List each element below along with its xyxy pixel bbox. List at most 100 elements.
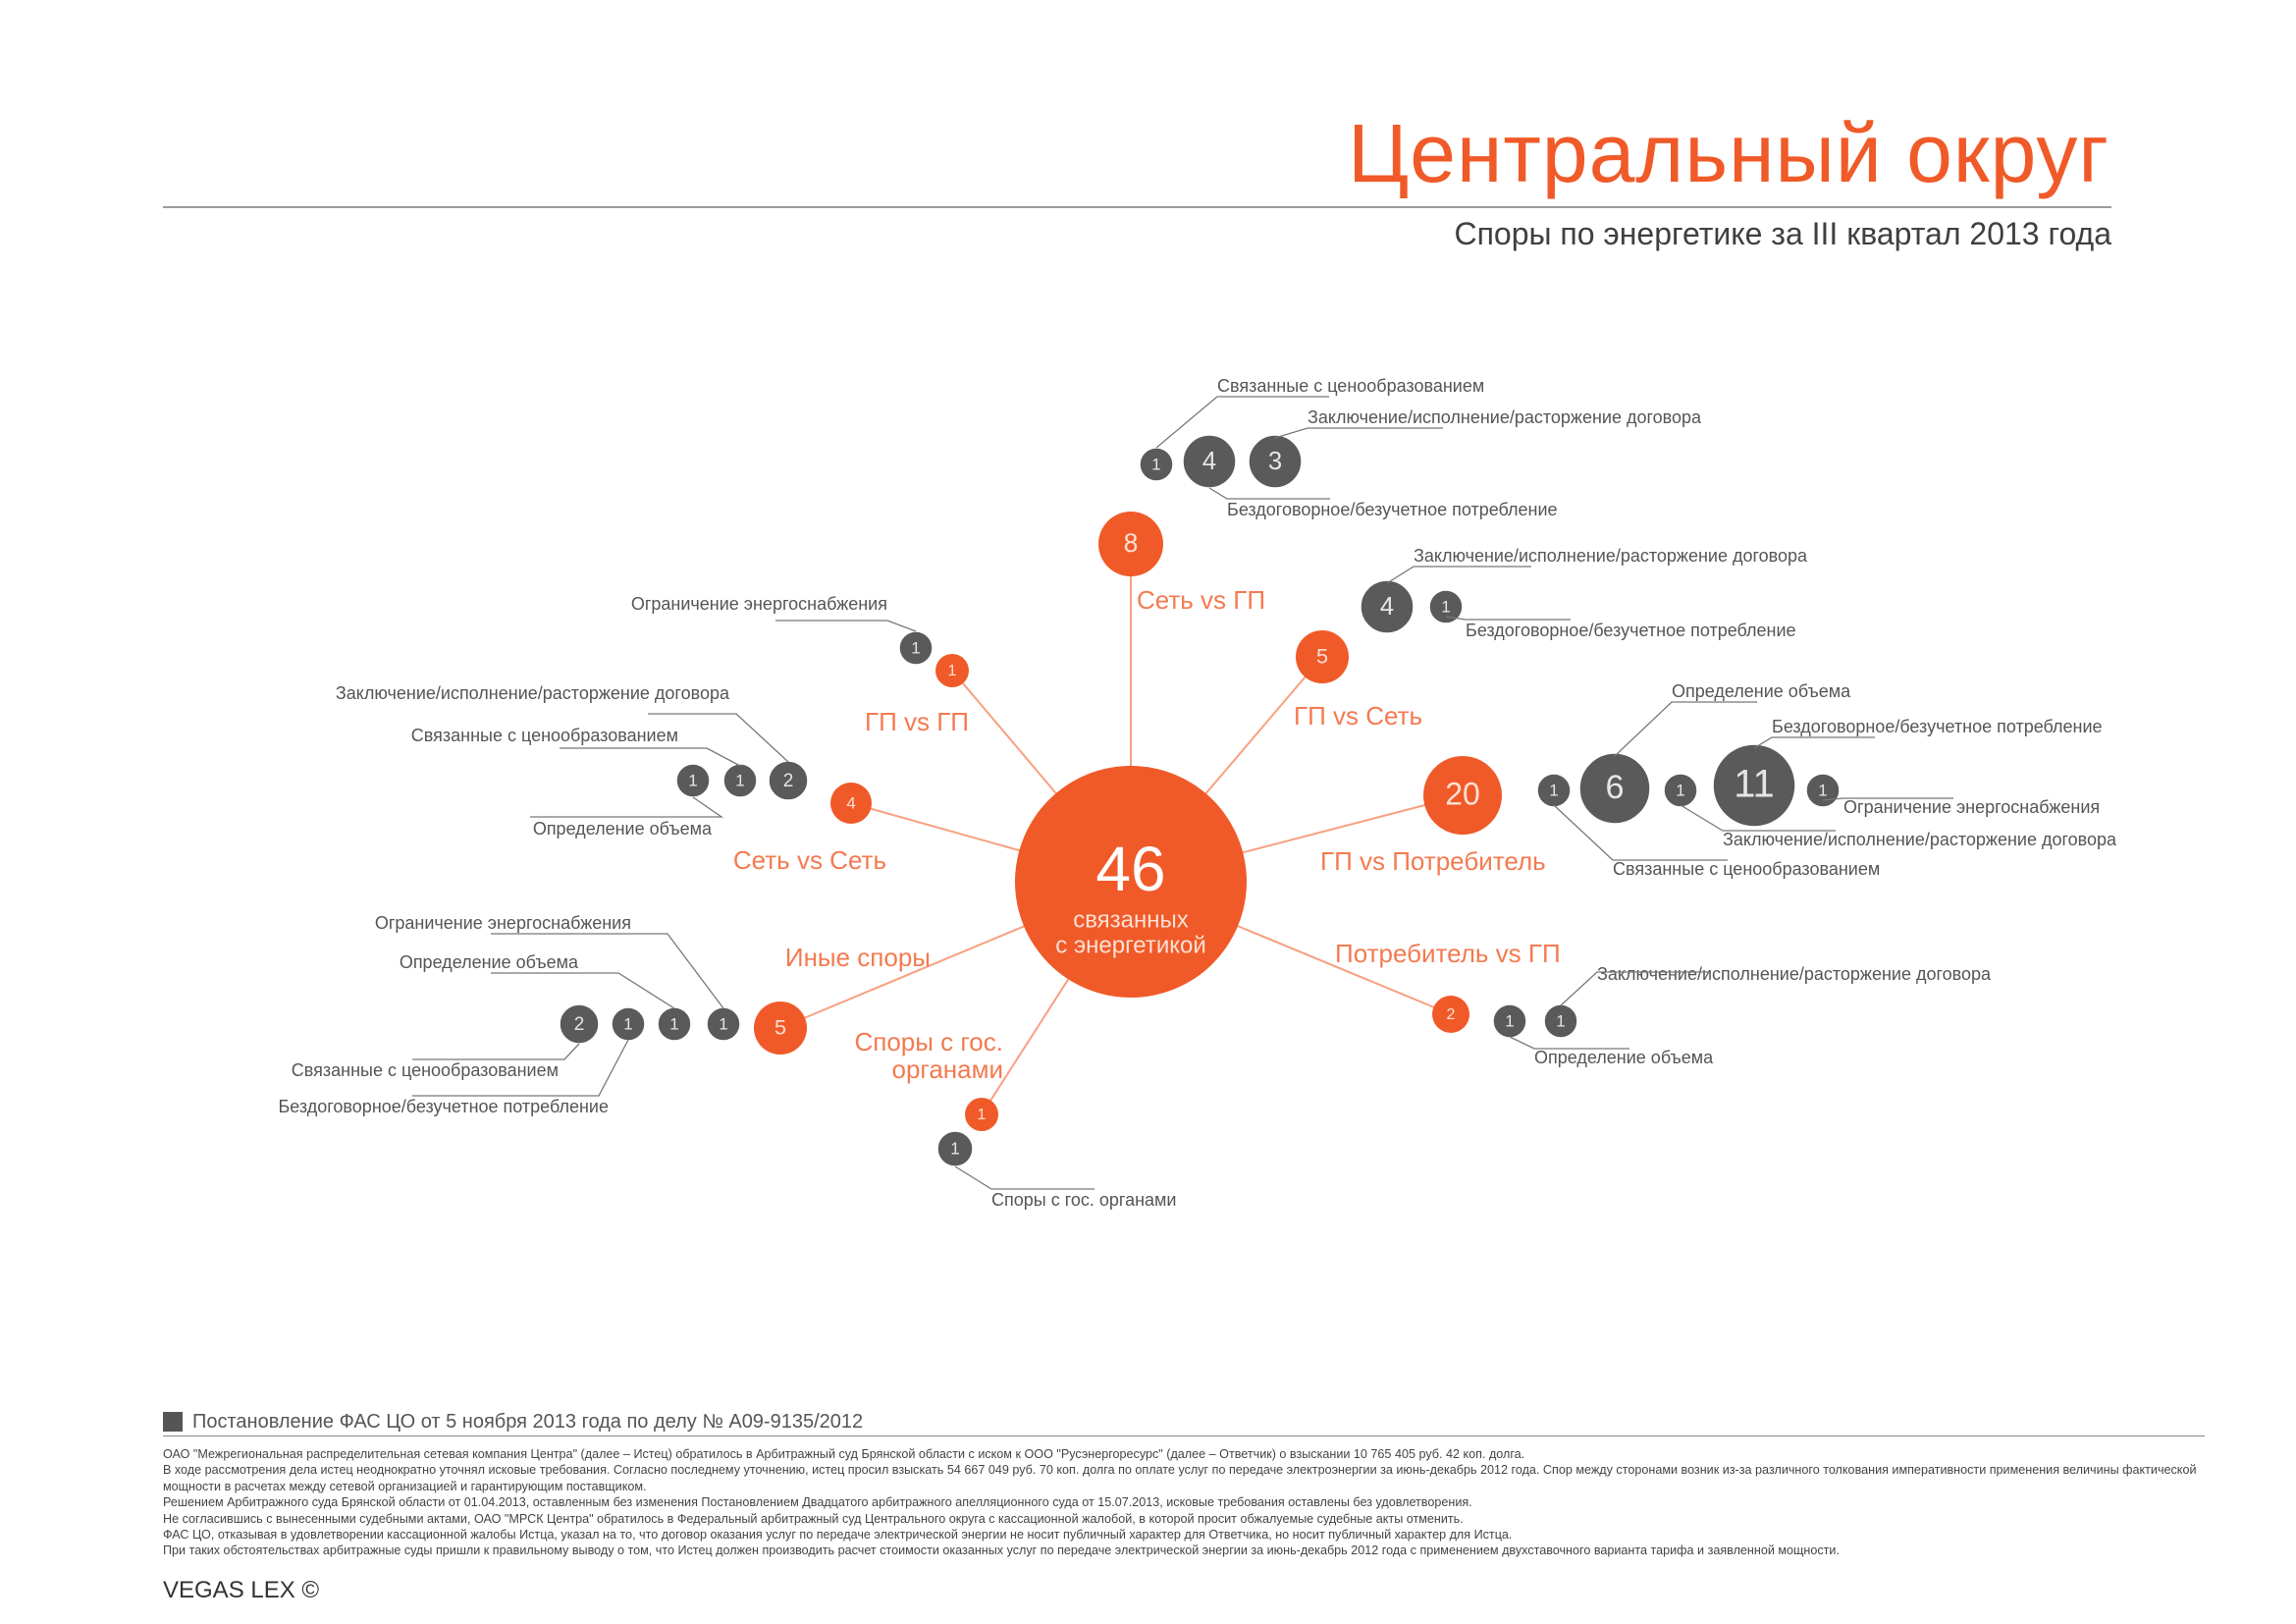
category-label: органами [891, 1055, 1003, 1084]
item-label: Ограничение энергоснабжения [631, 594, 887, 614]
center-value: 46 [1095, 834, 1165, 904]
category-total: 20 [1445, 776, 1480, 811]
item-value: 1 [950, 1140, 960, 1159]
case-text: ОАО "Межрегиональная распределительная с… [163, 1446, 2205, 1559]
leader-line [491, 972, 675, 1009]
item-value: 1 [1818, 781, 1827, 799]
item-label: Заключение/исполнение/расторжение догово… [336, 683, 730, 703]
item-label: Ограничение энергоснабжения [375, 913, 631, 933]
category-label: Иные споры [785, 943, 931, 972]
item-value: 4 [1202, 448, 1216, 475]
category-bubble [830, 783, 872, 824]
category-gov-disputes: 1 Споры с гос.органами 1 Споры с гос. орган… [854, 1027, 1176, 1210]
title-rule [163, 206, 2111, 208]
item-label: Заключение/исполнение/расторжение догово… [1597, 964, 1992, 984]
case-summary: Постановление ФАС ЦО от 5 ноября 2013 го… [163, 1408, 2205, 1559]
leader-line [1553, 804, 1728, 861]
leader-line [1386, 566, 1531, 584]
item-label: Бездоговорное/безучетное потребление [1466, 621, 1796, 640]
item-bubble [722, 763, 758, 798]
item-label: Бездоговорное/безучетное потребление [278, 1097, 609, 1116]
category-gp-vs-gp: 1 ГП vs ГП 1 Ограничение энергоснабжения [631, 594, 969, 736]
item-value: 1 [735, 771, 744, 789]
item-value: 2 [574, 1014, 585, 1035]
item-label: Заключение/исполнение/расторжение догово… [1308, 407, 1702, 427]
leader-line [1614, 701, 1757, 757]
category-gp-vs-set: 5 ГП vs Сеть 4 Заключение/исполнение/растор… [1294, 546, 1808, 731]
category-bubble [1296, 630, 1349, 683]
item-value: 1 [1676, 781, 1684, 799]
center-label: связанных [1073, 906, 1189, 933]
category-label: Сеть vs ГП [1137, 585, 1265, 615]
case-paragraph: Не согласившись с вынесенными судебными … [163, 1511, 1464, 1526]
category-gp-vs-consumer: 20 ГП vs Потребитель 1 Связанные с ценообра… [1320, 681, 2117, 879]
item-bubble [1663, 773, 1698, 808]
brand-logo: VEGAS LEX © [163, 1577, 320, 1603]
leader-line [1822, 797, 1953, 801]
category-bubble [1098, 512, 1163, 576]
item-bubble [1428, 589, 1464, 624]
category-label: ГП vs ГП [865, 707, 969, 736]
leader-line [1560, 971, 1708, 1006]
item-label: Определение объема [1672, 681, 1851, 701]
item-label: Ограничение энергоснабжения [1843, 797, 2100, 817]
item-value: 11 [1734, 763, 1774, 806]
leader-line [1445, 616, 1571, 621]
category-total: 4 [846, 793, 855, 812]
item-value: 1 [623, 1014, 632, 1033]
leader-line [648, 713, 789, 763]
case-paragraph: При таких обстоятельствах арбитражные су… [163, 1543, 1840, 1558]
item-value: 4 [1380, 593, 1394, 621]
leader-line [530, 796, 724, 818]
category-bubble [1432, 996, 1469, 1033]
item-label: Определение объема [533, 819, 713, 839]
leader-line [560, 747, 741, 767]
category-total: 8 [1124, 528, 1139, 558]
category-bubble [935, 654, 969, 687]
item-value: 1 [1151, 455, 1160, 473]
leader-line [954, 1165, 1095, 1190]
category-total: 5 [1316, 644, 1328, 669]
item-label: Связанные с ценообразованием [292, 1060, 559, 1080]
item-value: 6 [1605, 769, 1624, 806]
item-value: 2 [783, 771, 794, 791]
item-bubble [1492, 1003, 1527, 1039]
item-bubble [1543, 1003, 1578, 1039]
category-other-disputes: 5 Иные споры 1 Ограничение энергоснабжения 1… [278, 913, 931, 1116]
category-label: Споры с гос. [854, 1027, 1003, 1056]
case-paragraph: ФАС ЦО, отказывая в удовлетворении касса… [163, 1528, 1513, 1543]
item-value: 1 [1556, 1011, 1565, 1030]
item-bubble [1360, 579, 1415, 634]
case-title: Постановление ФАС ЦО от 5 ноября 2013 го… [192, 1410, 864, 1433]
item-label: Заключение/исполнение/расторжение догово… [1414, 546, 1808, 566]
leader-line [412, 1043, 580, 1060]
item-label: Заключение/исполнение/расторжение догово… [1723, 830, 2117, 849]
leader-line [1753, 736, 1875, 749]
item-bubble [1578, 752, 1651, 825]
item-value: 1 [1505, 1011, 1514, 1030]
leader-line [1208, 487, 1330, 500]
item-bubble [1248, 434, 1303, 489]
item-bubble [1712, 743, 1796, 828]
category-bubble [965, 1098, 998, 1131]
case-paragraph: В ходе рассмотрения дела истец неоднокра… [163, 1463, 2197, 1493]
case-header: Постановление ФАС ЦО от 5 ноября 2013 го… [163, 1408, 2205, 1436]
item-value: 1 [688, 771, 697, 789]
center-label: с энергетикой [1055, 932, 1206, 958]
item-bubble [1805, 773, 1841, 808]
leader-line [1680, 804, 1836, 832]
item-label: Связанные с ценообразованием [1613, 859, 1880, 879]
item-value: 3 [1268, 448, 1282, 475]
item-label: Связанные с ценообразованием [1217, 376, 1484, 396]
item-bubble [1536, 773, 1572, 808]
page-title: Центральный округ [1348, 107, 2109, 199]
category-bubble [1423, 756, 1502, 835]
category-set-vs-gp: 8 Сеть vs ГП 1 Связанные с ценообразованием… [1098, 376, 1702, 615]
case-paragraph: ОАО "Межрегиональная распределительная с… [163, 1447, 1525, 1461]
case-paragraph: Решением Арбитражного суда Брянской обла… [163, 1495, 1472, 1510]
leader-line [491, 933, 724, 1009]
category-total: 5 [774, 1015, 786, 1040]
leader-line [1274, 427, 1443, 439]
